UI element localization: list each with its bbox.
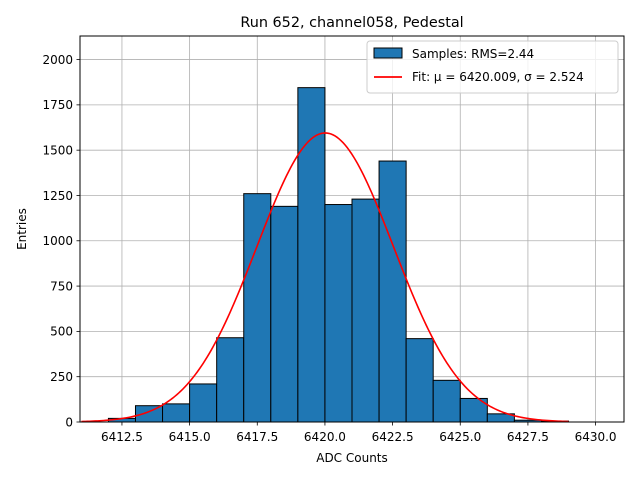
plot-frame: [79, 35, 625, 423]
y-tick-label: 1500: [42, 143, 73, 157]
histogram-bar: [432, 379, 461, 423]
x-tick-label: 6427.5: [507, 430, 549, 444]
x-tick-label: 6420.0: [304, 430, 346, 444]
y-tick-label: 500: [50, 325, 73, 339]
x-axis-ticks: 6412.5 6415.0 6417.5 6420.0 6422.5 6425.0 6427…: [101, 422, 617, 444]
y-axis-ticks: 0 250 500 750 1000 1250 1500 1750 2000: [42, 53, 80, 429]
x-tick-label: 6425.0: [439, 430, 481, 444]
legend-label-fit: Fit: μ = 6420.009, σ = 2.524: [412, 70, 584, 84]
y-axis-label: Entries: [15, 208, 29, 250]
histogram-bar: [243, 193, 272, 423]
x-tick-label: 6417.5: [236, 430, 278, 444]
y-tick-label: 250: [50, 370, 73, 384]
histogram-bar: [324, 204, 353, 423]
histogram-bar: [405, 338, 434, 423]
legend-swatch-samples: [373, 47, 403, 59]
y-tick-label: 0: [65, 415, 73, 429]
histogram-bar: [297, 87, 326, 423]
y-tick-label: 1250: [42, 189, 73, 203]
y-tick-label: 2000: [42, 53, 73, 67]
histogram-bars: [107, 87, 570, 423]
x-axis-label: ADC Counts: [316, 451, 388, 465]
histogram-bar: [162, 403, 191, 423]
y-tick-label: 750: [50, 279, 73, 293]
x-tick-label: 6415.0: [169, 430, 211, 444]
y-tick-label: 1750: [42, 98, 73, 112]
legend-box: [366, 40, 619, 94]
fit-curve-layer: [81, 132, 569, 423]
x-tick-label: 6412.5: [101, 430, 143, 444]
histogram-bar: [216, 337, 245, 423]
x-tick-label: 6422.5: [372, 430, 414, 444]
histogram-bar: [351, 198, 380, 423]
gaussian-fit-curve: [81, 132, 569, 423]
y-tick-label: 1000: [42, 234, 73, 248]
x-tick-label: 6430.0: [575, 430, 617, 444]
chart-title: Run 652, channel058, Pedestal: [240, 15, 463, 31]
histogram-bar: [378, 160, 407, 423]
legend: Samples: RMS=2.44 Fit: μ = 6420.009, σ =…: [366, 40, 619, 94]
histogram-bar: [270, 205, 299, 423]
histogram-bar: [189, 383, 218, 423]
legend-label-samples: Samples: RMS=2.44: [412, 47, 534, 61]
